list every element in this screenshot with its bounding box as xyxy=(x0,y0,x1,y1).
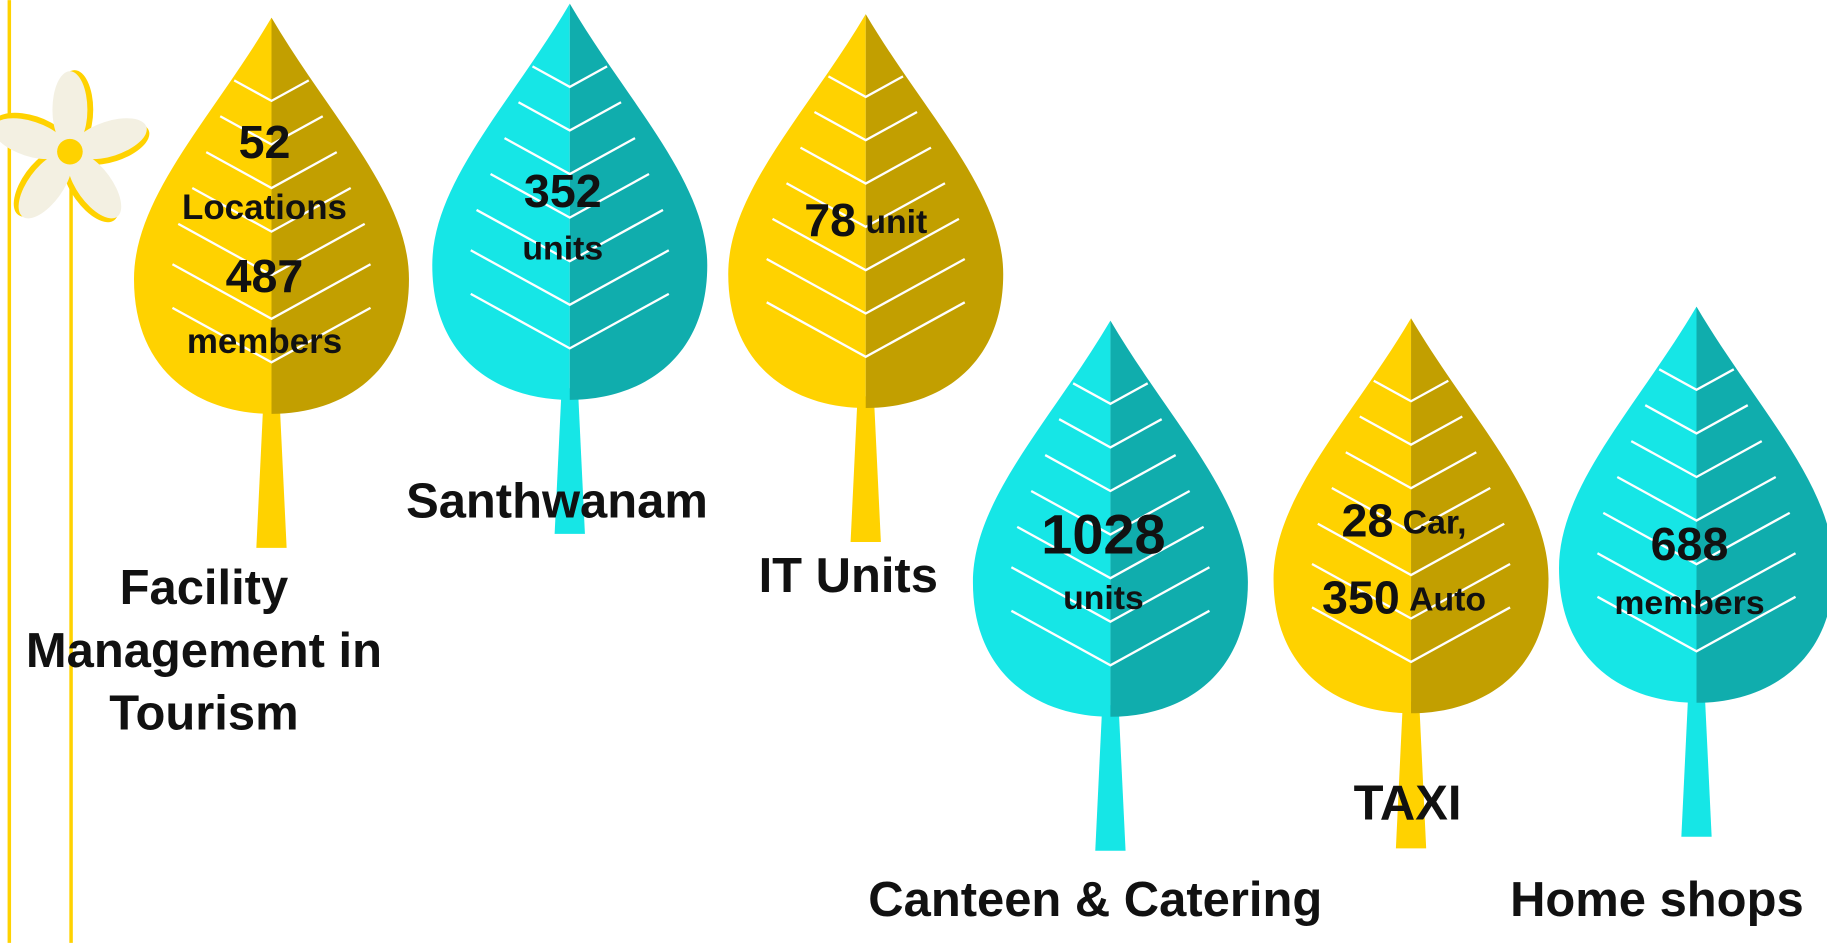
leaf-unit: Auto xyxy=(1409,580,1486,618)
leaf-label: Home shops xyxy=(1510,873,1804,927)
leaf-label: Facility xyxy=(120,561,289,615)
leaf-number: 52 xyxy=(239,116,291,168)
leaf-label: Management in xyxy=(26,624,382,678)
leaf: 352 units Santhwanam xyxy=(406,4,708,534)
leaf-number: 28 xyxy=(1342,495,1394,547)
infographic: 52 Locations 487 members Facility Management … xyxy=(0,0,1827,943)
leaf-text: 688 xyxy=(1651,518,1729,570)
leaf-unit: Locations xyxy=(182,188,347,227)
leaf-text: 487 xyxy=(226,250,304,302)
leaf-left xyxy=(1559,307,1696,703)
leaf-text: 1028 xyxy=(1041,502,1165,565)
leaf-label: Santhwanam xyxy=(406,475,708,529)
leaf-stem xyxy=(256,402,286,548)
leaf-stem xyxy=(851,396,881,542)
leaf-number: 78 xyxy=(804,194,856,246)
leaf-stem xyxy=(1095,705,1125,851)
leaf: 688 members Home shops xyxy=(1510,307,1827,927)
leaf-number: 352 xyxy=(524,165,602,217)
leaf-label: Canteen & Catering xyxy=(868,873,1322,927)
leaf-unit: Car, xyxy=(1403,503,1467,541)
leaf-text: Locations xyxy=(182,188,347,227)
leaf-stem xyxy=(1681,691,1711,837)
leaf-right xyxy=(1697,307,1827,703)
leaf-text: members xyxy=(187,322,342,361)
leaf-number: 1028 xyxy=(1041,502,1165,565)
leaf-number: 350 xyxy=(1322,572,1400,624)
leaf-text: 52 xyxy=(239,116,291,168)
leaf-unit: members xyxy=(187,322,342,361)
leaf-unit: units xyxy=(522,230,603,268)
leaf-label: IT Units xyxy=(759,549,938,603)
leaf-text: 352 xyxy=(524,165,602,217)
leaf-number: 688 xyxy=(1651,518,1729,570)
leaf-text: members xyxy=(1614,584,1764,622)
leaf-unit: members xyxy=(1614,584,1764,622)
page: {"leaves": [ {"label": ["Facility", "Man… xyxy=(0,0,1827,943)
leaf-unit: units xyxy=(1063,579,1144,617)
decoration xyxy=(0,0,155,943)
leaf: 1028 units Canteen & Catering xyxy=(868,321,1322,928)
leaf-label: Tourism xyxy=(109,687,298,741)
leaf-number: 487 xyxy=(226,250,304,302)
leaf-text: units xyxy=(1063,579,1144,617)
leaf-unit: unit xyxy=(865,203,927,241)
leaf-text: units xyxy=(522,230,603,268)
leaf-label: TAXI xyxy=(1354,776,1462,830)
